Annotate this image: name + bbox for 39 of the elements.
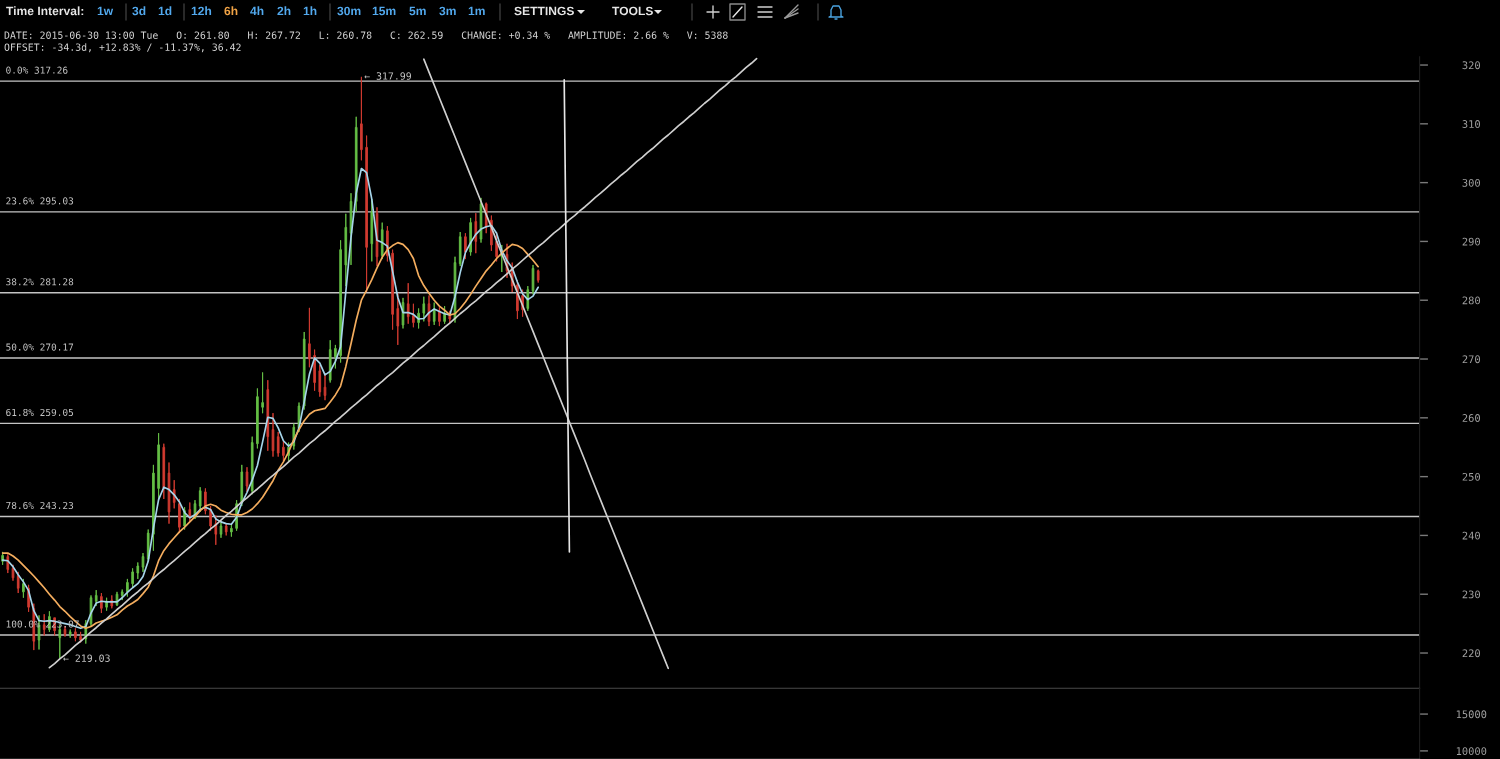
y-tick-label: 240 (1462, 531, 1480, 540)
y-tick-label: 310 (1462, 120, 1480, 128)
y-tick-label: 270 (1462, 355, 1480, 364)
ref-line-label: 0.0% 317.26 (6, 66, 68, 74)
ref-line-label: 50.0% 270.17 (6, 343, 74, 351)
ref-line-label: 38.2% 281.28 (6, 278, 74, 286)
text: 1d (158, 6, 172, 16)
text: 6h (224, 6, 238, 16)
text: 3d (132, 6, 146, 16)
annotation: ← 219.03 (63, 654, 110, 662)
text: 2h (277, 6, 291, 16)
text: 5m (409, 6, 426, 16)
text: Time Interval: (6, 6, 84, 16)
y-tick-label: 260 (1462, 414, 1480, 422)
text: 3m (439, 6, 456, 16)
ref-line-label: 23.6% 295.03 (6, 197, 74, 205)
ref-line-label: 61.8% 259.05 (6, 408, 74, 417)
text: OFFSET: -34.3d, +12.83% / -11.37%, 36.42 (4, 43, 241, 53)
annotation: ← 317.99 (364, 72, 411, 80)
text: 4h (250, 6, 264, 16)
y-tick-label: 220 (1462, 649, 1480, 658)
text: TOOLS (612, 6, 653, 16)
text: 30m (337, 6, 361, 16)
y-tick-label: 15000 (1456, 710, 1487, 719)
text: 15m (372, 6, 396, 16)
text: SETTINGS (514, 6, 574, 16)
y-tick-label: 250 (1462, 472, 1480, 481)
text: DATE: 2015-06-30 13:00 Tue O: 261.80 H: 267.72 L: 260.78 C: 262.59 CHANGE: +0.34 % AMPLITUDE: 2.66 % V: 5388 (4, 31, 728, 39)
text: 1h (303, 6, 317, 16)
y-tick-label: 10000 (1456, 747, 1487, 756)
y-tick-label: 300 (1462, 178, 1480, 187)
text: 1m (468, 6, 485, 16)
y-tick-label: 280 (1462, 296, 1480, 305)
y-tick-label: 320 (1462, 61, 1480, 70)
ref-line-label: 78.6% 243.23 (6, 501, 74, 510)
y-tick-label: 290 (1462, 237, 1480, 246)
text: 1w (97, 6, 114, 16)
y-tick-label: 230 (1462, 590, 1480, 599)
text: 12h (191, 6, 212, 16)
